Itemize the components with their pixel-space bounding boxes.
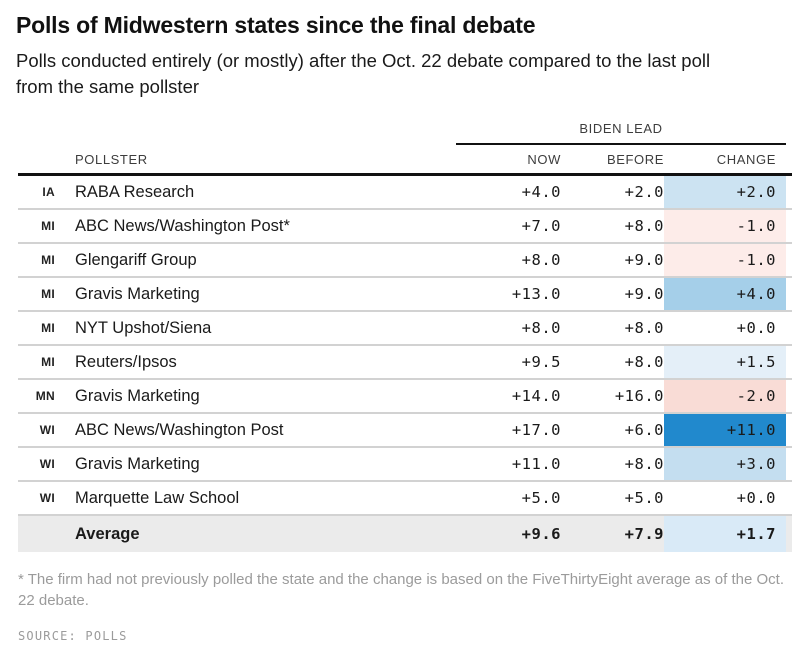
- change-value: +2.0: [664, 176, 786, 209]
- row-spacer: [786, 380, 792, 412]
- table-row: MI Gravis Marketing +13.0 +9.0 +4.0: [18, 278, 792, 313]
- footnote: * The firm had not previously polled the…: [18, 571, 785, 610]
- before-value: +8.0: [624, 353, 664, 372]
- state-label: IA: [42, 185, 55, 200]
- group-header-biden-lead: BIDEN LEAD: [456, 121, 786, 146]
- before-value: +16.0: [614, 387, 664, 406]
- pollster-name: Gravis Marketing: [75, 386, 200, 405]
- polls-table: BIDEN LEAD POLLSTER NOW BEFORE CHANGE IA…: [18, 121, 792, 553]
- now-value: +7.0: [521, 217, 561, 236]
- state-label: MI: [41, 287, 55, 302]
- table-row: WI Gravis Marketing +11.0 +8.0 +3.0: [18, 448, 792, 483]
- source-line: SOURCE: POLLS: [18, 628, 128, 643]
- table-row: MI Glengariff Group +8.0 +9.0 -1.0: [18, 244, 792, 279]
- row-spacer: [786, 244, 792, 276]
- average-before-value: +7.9: [624, 525, 664, 544]
- group-header-row: BIDEN LEAD: [18, 121, 792, 146]
- pollster-name: ABC News/Washington Post*: [75, 216, 290, 235]
- state-label: WI: [39, 491, 55, 506]
- before-value: +5.0: [624, 489, 664, 508]
- row-spacer: [786, 210, 792, 242]
- row-spacer: [786, 278, 792, 310]
- before-value: +9.0: [624, 251, 664, 270]
- table-body: IA RABA Research +4.0 +2.0 +2.0 MI ABC News/Wa…: [18, 176, 792, 517]
- pollster-name: Gravis Marketing: [75, 454, 200, 473]
- page-title: Polls of Midwestern states since the fin…: [16, 12, 536, 38]
- row-spacer: [786, 346, 792, 378]
- pollster-name: Glengariff Group: [75, 250, 197, 269]
- now-value: +13.0: [511, 285, 561, 304]
- column-header-row: POLLSTER NOW BEFORE CHANGE: [18, 145, 792, 177]
- state-label: MI: [41, 355, 55, 370]
- table-row: IA RABA Research +4.0 +2.0 +2.0: [18, 176, 792, 211]
- row-spacer: [786, 448, 792, 480]
- pollster-name: ABC News/Washington Post: [75, 420, 284, 439]
- pollster-name: NYT Upshot/Siena: [75, 318, 212, 337]
- before-value: +8.0: [624, 217, 664, 236]
- now-value: +4.0: [521, 183, 561, 202]
- average-now-value: +9.6: [521, 525, 561, 544]
- state-label: MI: [41, 321, 55, 336]
- now-value: +17.0: [511, 421, 561, 440]
- average-row: Average +9.6 +7.9 +1.7: [18, 516, 792, 553]
- state-label: MN: [35, 389, 55, 404]
- now-value: +11.0: [511, 455, 561, 474]
- table-row: MI NYT Upshot/Siena +8.0 +8.0 +0.0: [18, 312, 792, 347]
- average-label: Average: [75, 524, 140, 543]
- before-value: +2.0: [624, 183, 664, 202]
- row-spacer: [786, 414, 792, 446]
- pollster-name: RABA Research: [75, 182, 195, 201]
- now-value: +5.0: [521, 489, 561, 508]
- table-row: MI Reuters/Ipsos +9.5 +8.0 +1.5: [18, 346, 792, 381]
- before-value: +8.0: [624, 319, 664, 338]
- change-value: +4.0: [664, 278, 786, 311]
- column-header-now: NOW: [527, 151, 561, 167]
- pollster-name: Reuters/Ipsos: [75, 352, 177, 371]
- change-value: +0.0: [736, 489, 776, 508]
- column-header-before: BEFORE: [606, 151, 664, 167]
- before-value: +6.0: [624, 421, 664, 440]
- change-value: +0.0: [736, 319, 776, 338]
- change-value: +3.0: [664, 448, 786, 481]
- page-subtitle: Polls conducted entirely (or mostly) aft…: [16, 50, 711, 97]
- change-value: +11.0: [664, 414, 786, 447]
- average-change-value: +1.7: [664, 516, 786, 553]
- state-label: WI: [39, 457, 55, 472]
- average-state-cell: [18, 516, 75, 552]
- table-row: MN Gravis Marketing +14.0 +16.0 -2.0: [18, 380, 792, 415]
- column-header-change: CHANGE: [716, 151, 776, 167]
- state-label: MI: [41, 253, 55, 268]
- state-label: MI: [41, 219, 55, 234]
- page: Polls of Midwestern states since the fin…: [16, 12, 792, 643]
- change-value: -1.0: [664, 210, 786, 243]
- change-value: -1.0: [664, 244, 786, 277]
- pollster-name: Gravis Marketing: [75, 284, 200, 303]
- pollster-name: Marquette Law School: [75, 488, 240, 507]
- state-label: WI: [39, 423, 55, 438]
- change-value: -2.0: [664, 380, 786, 413]
- now-value: +14.0: [511, 387, 561, 406]
- table-row: WI ABC News/Washington Post +17.0 +6.0 +11.0: [18, 414, 792, 449]
- row-spacer: [786, 516, 792, 552]
- column-header-pollster: POLLSTER: [75, 151, 148, 167]
- before-value: +9.0: [624, 285, 664, 304]
- now-value: +8.0: [521, 319, 561, 338]
- now-value: +9.5: [521, 353, 561, 372]
- row-spacer: [786, 176, 792, 208]
- change-value: +1.5: [664, 346, 786, 379]
- before-value: +8.0: [624, 455, 664, 474]
- table-row: MI ABC News/Washington Post* +7.0 +8.0 -1.0: [18, 210, 792, 245]
- row-spacer: [786, 312, 792, 344]
- row-spacer: [786, 482, 792, 514]
- table-row: WI Marquette Law School +5.0 +5.0 +0.0: [18, 482, 792, 517]
- now-value: +8.0: [521, 251, 561, 270]
